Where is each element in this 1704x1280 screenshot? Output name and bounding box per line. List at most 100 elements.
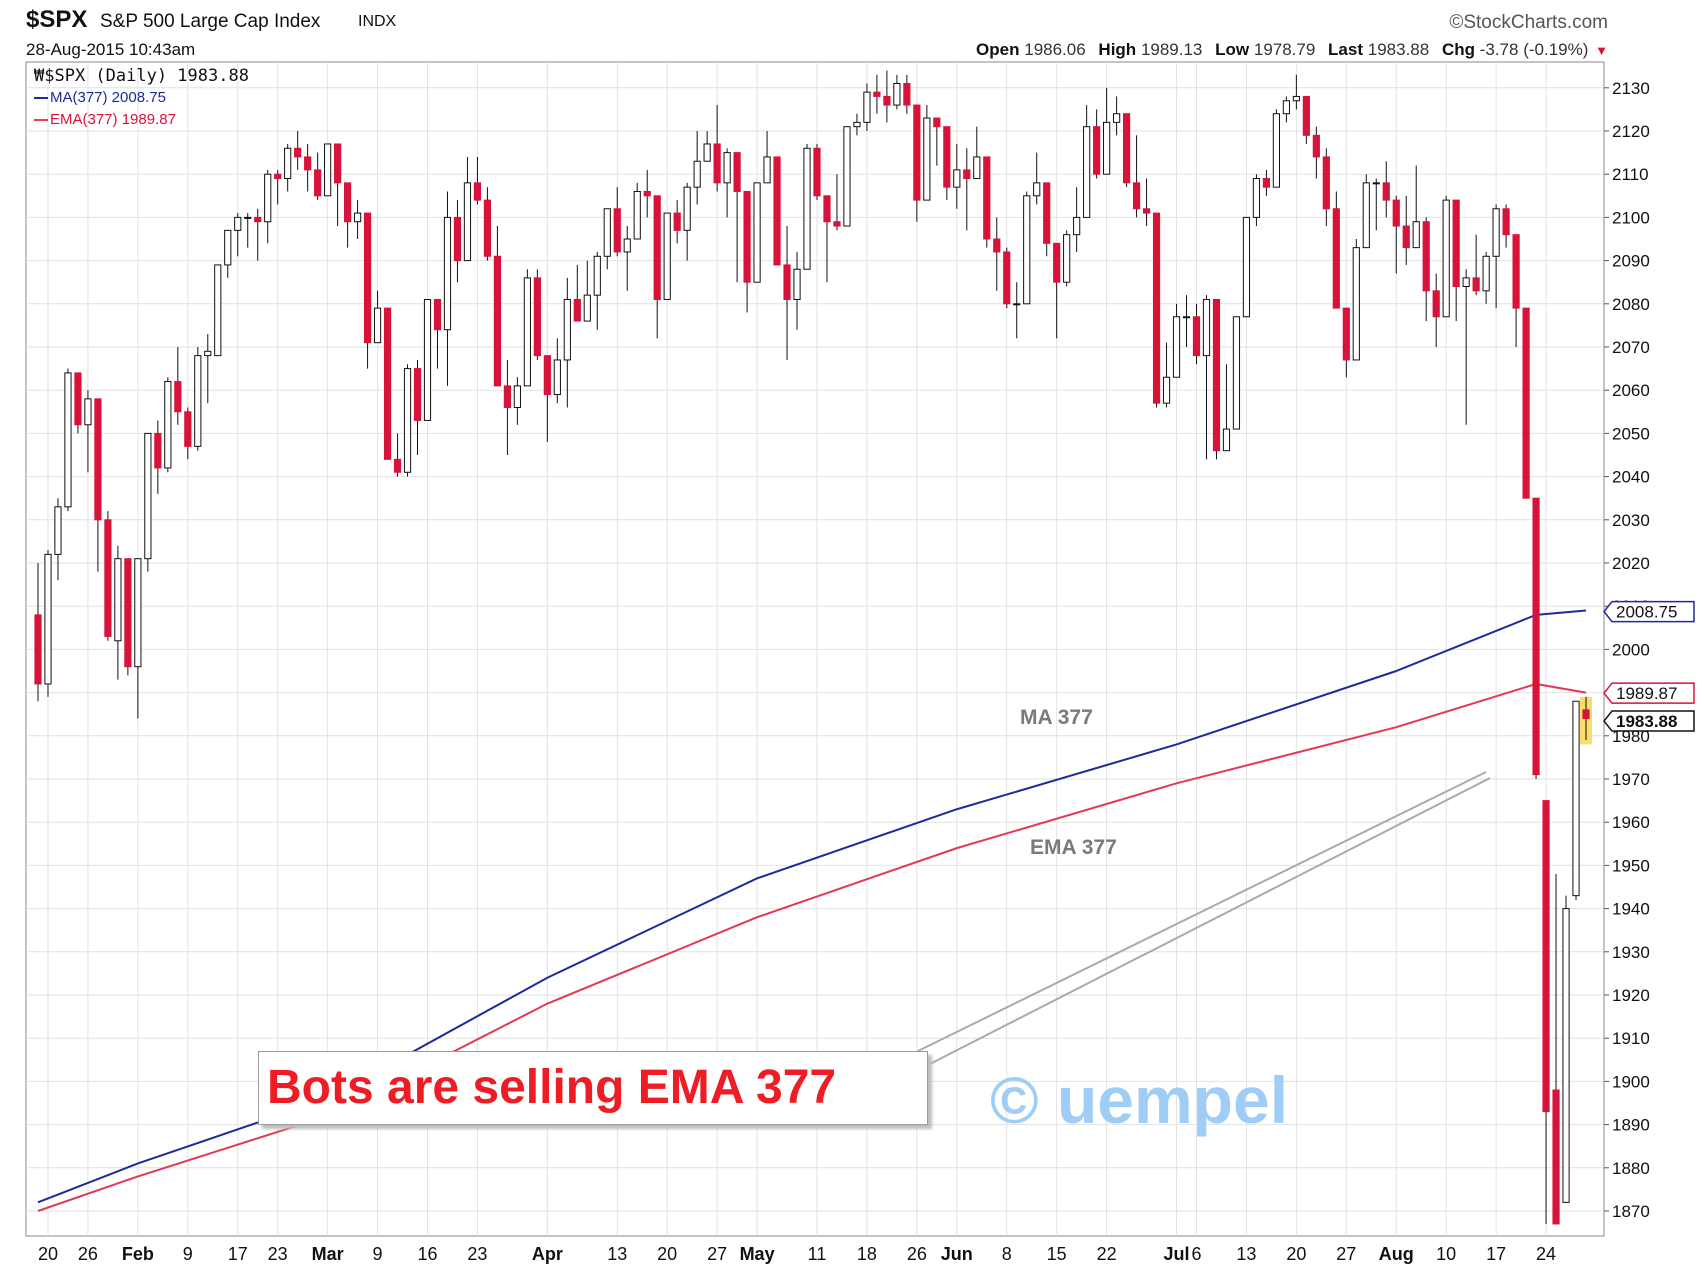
callout-box: Bots are selling EMA 377	[258, 1051, 928, 1125]
candle-body	[1083, 126, 1091, 218]
candle-body	[813, 147, 821, 197]
legend-ma-label: MA(377) 2008.75	[50, 89, 166, 106]
price-label-box	[1603, 710, 1695, 732]
candle-body	[1093, 126, 1101, 175]
candle-body	[1252, 178, 1261, 218]
candle-body	[733, 152, 741, 192]
open-label: Open	[976, 40, 1020, 59]
ema-annotation: EMA 377	[1030, 836, 1117, 859]
open-value: 1986.06	[1024, 40, 1086, 59]
price-label-text: 1983.88	[1616, 712, 1677, 731]
candle-body	[1192, 316, 1201, 357]
candle-body	[1382, 182, 1390, 201]
candle-body	[623, 238, 631, 253]
candle-body	[1332, 208, 1340, 309]
candle-body	[953, 169, 961, 188]
candle-body	[583, 294, 591, 322]
last-value: 1983.88	[1367, 40, 1430, 59]
candle-body	[324, 143, 332, 197]
y-tick-label: 1870	[1612, 1202, 1650, 1221]
candle-body	[543, 355, 551, 396]
candle-body	[124, 558, 132, 668]
candle-body	[563, 298, 571, 361]
x-tick-label: 13	[607, 1244, 627, 1264]
candle-body	[344, 182, 352, 223]
candle-body	[763, 156, 771, 184]
candle-body	[84, 398, 92, 426]
candle-body	[214, 264, 222, 357]
candle-body	[853, 121, 861, 128]
candle-body	[703, 143, 711, 162]
high-value: 1989.13	[1140, 40, 1203, 59]
callout-pointer-line	[925, 777, 1491, 1067]
callout-text: Bots are selling EMA 377	[267, 1061, 837, 1114]
watermark: © uempel	[990, 1063, 1289, 1137]
candle-body	[1492, 208, 1500, 257]
candle-body	[1532, 497, 1540, 776]
ema-line	[37, 682, 1587, 1212]
ohlc-readout: Open 1986.06 High 1989.13 Low 1978.79 La…	[976, 40, 1608, 60]
candle-body	[1142, 208, 1151, 214]
candle-body	[893, 82, 901, 106]
x-tick-label: 20	[657, 1244, 677, 1264]
candle-body	[1282, 100, 1290, 115]
candle-body	[74, 372, 82, 426]
x-tick-label: Mar	[312, 1244, 344, 1264]
candle-body	[1272, 113, 1280, 188]
candle-body	[1222, 428, 1231, 452]
index-name: S&P 500 Large Cap Index	[100, 11, 321, 32]
chg-label: Chg	[1441, 40, 1475, 59]
y-tick-label: 1880	[1612, 1159, 1650, 1178]
candle-body	[1033, 182, 1041, 197]
candle-body	[1262, 178, 1271, 188]
candle-body	[1502, 208, 1510, 236]
candle-body	[723, 152, 731, 184]
candle-body	[1162, 376, 1171, 404]
ma-swatch-icon	[34, 97, 48, 100]
candle-body	[44, 553, 52, 685]
candle-body	[883, 95, 891, 106]
candle-body	[1063, 234, 1071, 283]
candle-body	[1073, 216, 1081, 236]
x-tick-label: 27	[1336, 1244, 1356, 1264]
chg-value: -3.78 (-0.19%)	[1479, 40, 1589, 59]
legend-ema-label: EMA(377) 1989.87	[50, 111, 176, 128]
candle-body	[1152, 212, 1161, 404]
candle-body	[1562, 908, 1570, 1203]
y-tick-label: 1940	[1612, 900, 1650, 919]
y-tick-label: 2050	[1612, 424, 1650, 443]
y-tick-label: 1910	[1612, 1029, 1650, 1048]
candle-legend-icon: ₩	[34, 66, 45, 86]
candle-body	[264, 173, 272, 223]
low-value: 1978.79	[1253, 40, 1316, 59]
candle-body	[503, 385, 511, 408]
candle-body	[1302, 95, 1310, 136]
candle-body	[393, 458, 402, 473]
x-tick-label: Aug	[1379, 1244, 1414, 1264]
candle-body	[403, 368, 412, 473]
candle-body	[943, 126, 951, 188]
brand-link[interactable]: ©StockCharts.com	[1449, 12, 1608, 33]
legend-ema: EMA(377) 1989.87	[34, 111, 176, 128]
x-tick-label: 20	[38, 1244, 58, 1264]
x-tick-label: 16	[417, 1244, 437, 1264]
candle-body	[573, 298, 581, 322]
x-tick-label: Apr	[532, 1244, 563, 1264]
candle-body	[1202, 298, 1211, 357]
candle-body	[294, 147, 302, 158]
candle-body	[274, 173, 282, 180]
candle-body	[1452, 199, 1460, 288]
candle-body	[1013, 303, 1021, 306]
y-tick-label: 1960	[1612, 813, 1650, 832]
x-tick-label: 11	[808, 1244, 827, 1264]
candle-body	[443, 216, 452, 331]
candle-body	[643, 190, 651, 197]
candle-body	[1512, 234, 1520, 309]
candle-body	[823, 195, 831, 223]
candle-body	[963, 169, 971, 180]
x-tick-label: 17	[1486, 1244, 1506, 1264]
candle-body	[353, 212, 362, 223]
y-tick-label: 1930	[1612, 943, 1650, 962]
candle-body	[433, 298, 442, 331]
